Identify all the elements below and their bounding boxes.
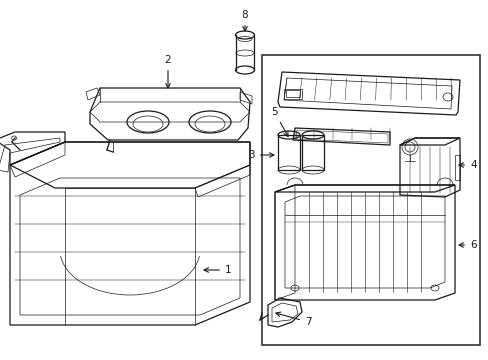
Bar bbox=[302, 135, 324, 170]
Text: 1: 1 bbox=[203, 265, 231, 275]
Bar bbox=[284, 89, 302, 99]
Text: 2: 2 bbox=[164, 55, 171, 88]
Text: 6: 6 bbox=[458, 240, 476, 250]
Bar bbox=[454, 155, 459, 180]
Text: 8: 8 bbox=[241, 10, 248, 31]
Text: 5: 5 bbox=[271, 107, 287, 136]
Text: 7: 7 bbox=[275, 312, 311, 327]
Text: 4: 4 bbox=[458, 160, 476, 170]
Bar bbox=[262, 55, 479, 345]
Bar bbox=[278, 135, 299, 170]
Text: 3: 3 bbox=[248, 150, 273, 160]
Bar bbox=[285, 90, 299, 97]
